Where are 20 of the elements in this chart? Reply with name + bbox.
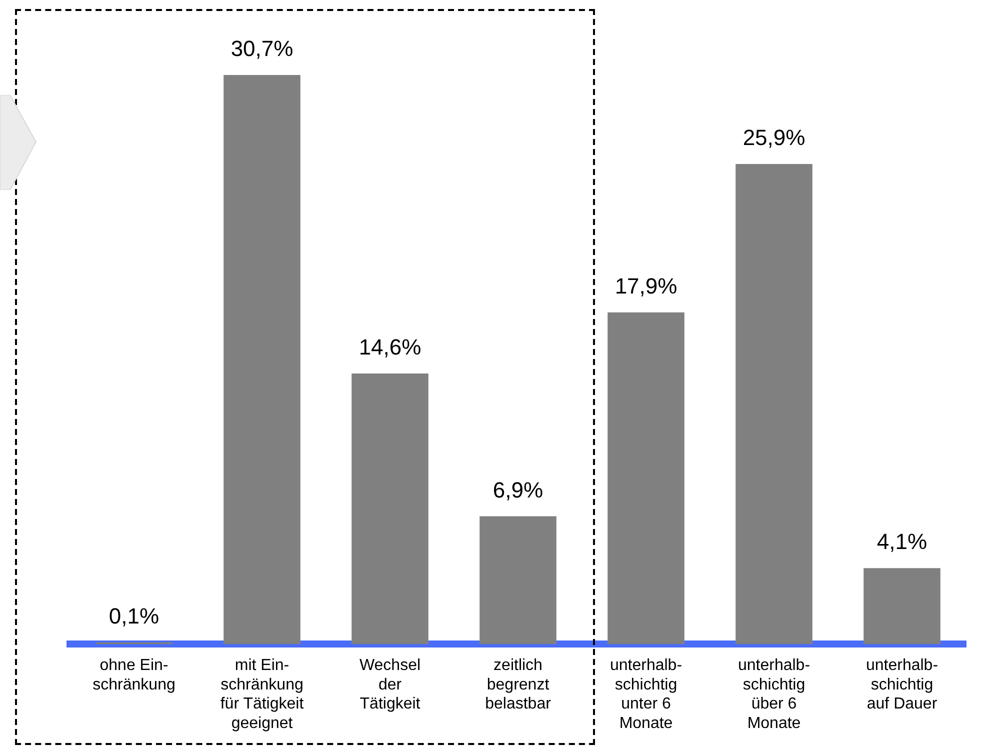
data-label: 17,9% — [614, 273, 678, 298]
data-label: 30,7% — [230, 36, 294, 62]
bar — [864, 568, 940, 644]
bar — [352, 374, 428, 644]
data-label: 6,9% — [492, 477, 544, 502]
data-label: 25,9% — [742, 125, 806, 150]
x-tick-label: Wechsel der Tätigkeit — [359, 657, 421, 713]
x-tick-label: ohne Ein- schränkung — [92, 657, 176, 694]
x-tick-label: unterhalb- schichtig auf Dauer — [866, 657, 938, 713]
bar — [736, 164, 812, 644]
bar — [480, 516, 556, 644]
bar — [224, 75, 300, 644]
x-tick-label: zeitlich begrenzt belastbar — [485, 657, 552, 713]
data-label: 4,1% — [876, 529, 928, 554]
data-label: 14,6% — [358, 334, 422, 360]
bar — [608, 312, 684, 644]
x-tick-label: mit Ein- schränkung für Tätigkeit geeignet — [220, 657, 304, 732]
x-tick-label: unterhalb- schichtig unter 6 Monate — [610, 657, 682, 732]
x-tick-label: unterhalb- schichtig über 6 Monate — [738, 657, 810, 732]
data-label: 0,1% — [108, 603, 160, 628]
